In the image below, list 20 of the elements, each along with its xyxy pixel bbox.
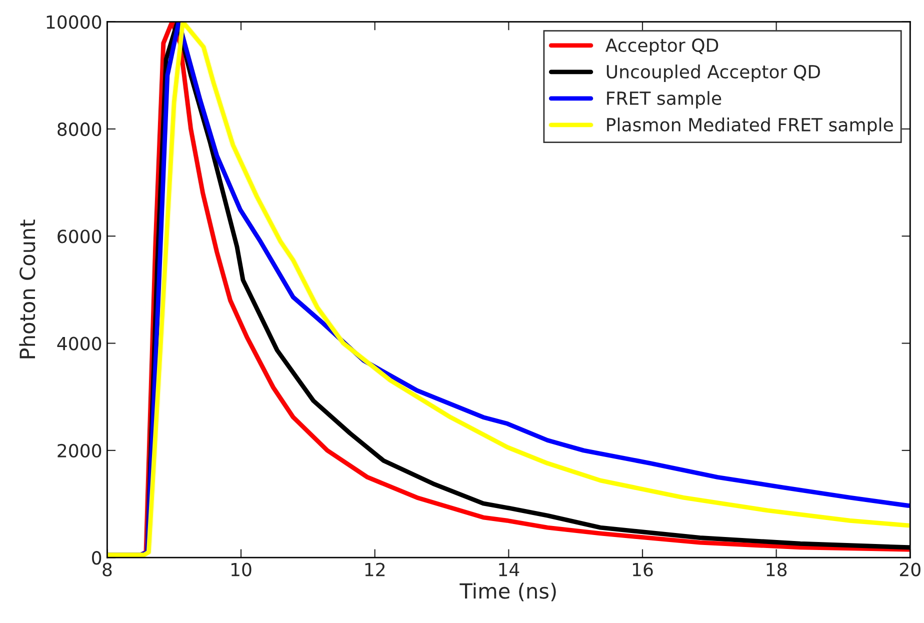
legend-label: Uncoupled Acceptor QD — [606, 64, 820, 82]
legend-label: FRET sample — [607, 91, 722, 109]
y-tick-label: 0 — [92, 551, 102, 565]
x-axis-title: Time (ns) — [460, 582, 556, 602]
line-series — [107, 22, 910, 558]
y-tick-label: 2000 — [58, 444, 102, 458]
x-tick-label: 20 — [900, 562, 920, 576]
x-tick-label: 12 — [365, 562, 385, 576]
y-tick-label: 4000 — [57, 336, 102, 350]
x-tick-label: 14 — [499, 563, 520, 576]
x-tick-label: 8 — [102, 562, 112, 576]
y-tick-label: 10000 — [46, 15, 102, 29]
legend-label: Plasmon Mediated FRET sample — [607, 118, 893, 136]
x-tick-label: 18 — [766, 562, 787, 576]
x-tick-label: 10 — [232, 562, 252, 576]
y-tick-label: 8000 — [58, 122, 102, 136]
legend-label: Acceptor QD — [605, 38, 718, 56]
y-axis-title: Photon Count — [19, 220, 36, 358]
y-tick-label: 6000 — [58, 230, 102, 244]
x-tick-label: 16 — [632, 562, 653, 576]
